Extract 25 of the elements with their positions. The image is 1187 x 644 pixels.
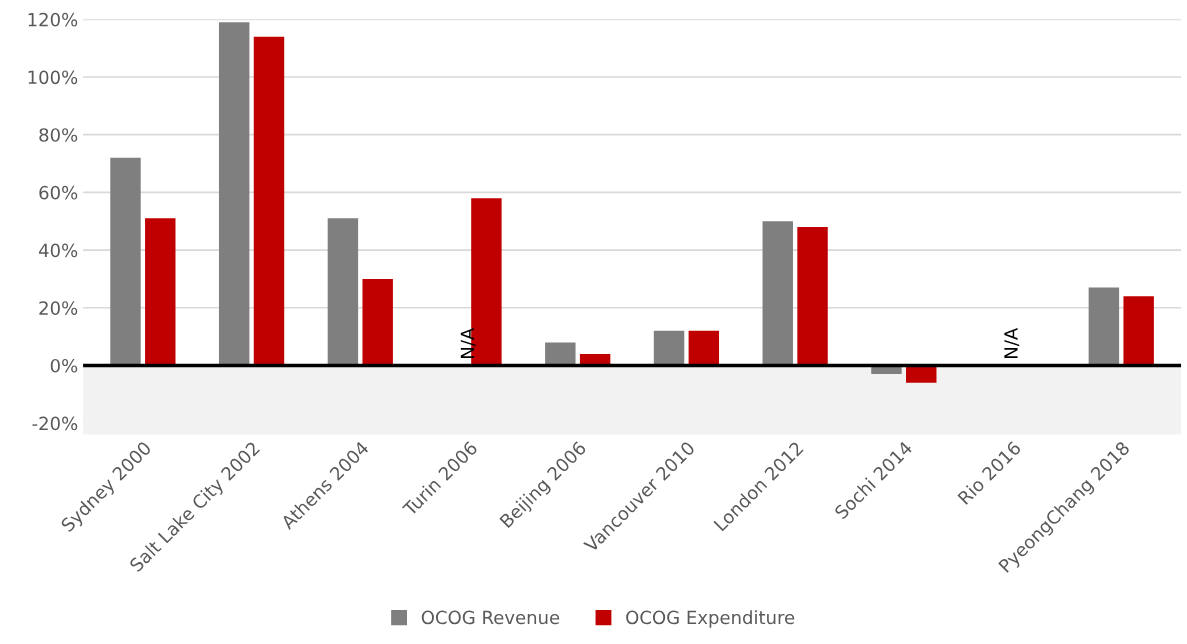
bar bbox=[1123, 296, 1154, 366]
y-tick-label: 120% bbox=[28, 12, 78, 27]
bar bbox=[688, 330, 720, 366]
bar bbox=[653, 330, 685, 366]
bar bbox=[327, 218, 359, 366]
y-tick-label: 80% bbox=[39, 128, 78, 142]
bar bbox=[545, 342, 576, 366]
y-tick-label: 0% bbox=[50, 358, 78, 373]
y-tick-label: 100% bbox=[28, 70, 78, 85]
bar bbox=[1088, 287, 1120, 366]
y-tick-label: -20% bbox=[32, 416, 78, 431]
annotation: N/A bbox=[460, 327, 476, 358]
y-tick-label: 40% bbox=[38, 243, 78, 258]
bar bbox=[218, 22, 250, 366]
y-tick-label: 20% bbox=[39, 301, 78, 315]
bar bbox=[145, 218, 176, 366]
bar bbox=[110, 157, 141, 366]
bar bbox=[797, 227, 828, 366]
bar bbox=[253, 36, 285, 366]
bar bbox=[762, 221, 793, 366]
bar bbox=[362, 278, 393, 366]
annotation: N/A bbox=[1004, 327, 1020, 358]
legend-label: OCOG Revenue bbox=[421, 610, 560, 625]
y-tick-label: 60% bbox=[39, 185, 78, 200]
legend-label: OCOG Expenditure bbox=[626, 610, 795, 628]
